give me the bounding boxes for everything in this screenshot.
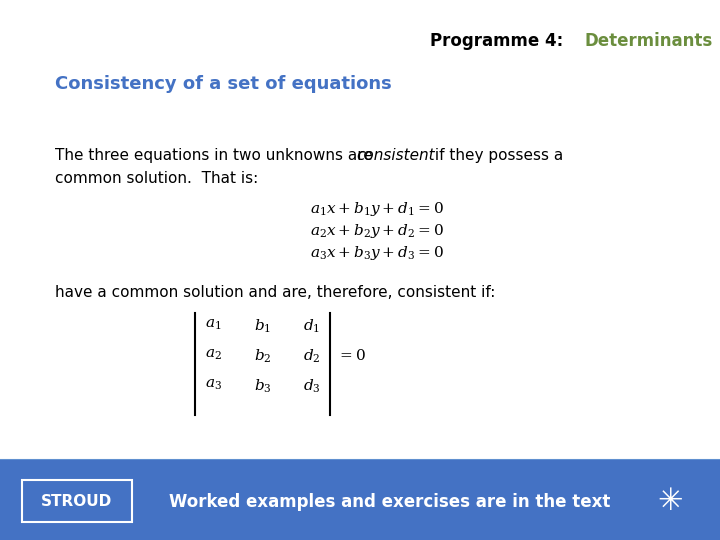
Text: The three equations in two unknowns are: The three equations in two unknowns are	[55, 148, 377, 163]
Text: Programme 4:: Programme 4:	[430, 32, 575, 50]
Bar	[0, 460, 720, 540]
Text: $b_3$: $b_3$	[254, 378, 272, 395]
Bar	[22, 480, 132, 522]
Text: $a_1x+b_1y+d_1=0$: $a_1x+b_1y+d_1=0$	[310, 200, 444, 218]
Text: Determinants: Determinants	[584, 32, 712, 50]
Text: $a_2x+b_2y+d_2=0$: $a_2x+b_2y+d_2=0$	[310, 222, 444, 240]
Text: $=0$: $=0$	[337, 348, 366, 363]
Text: $d_1$: $d_1$	[303, 318, 320, 335]
Text: $a_3x+b_3y+d_3=0$: $a_3x+b_3y+d_3=0$	[310, 244, 444, 262]
Text: Worked examples and exercises are in the text: Worked examples and exercises are in the…	[169, 493, 611, 511]
Text: ✳: ✳	[657, 488, 683, 516]
Text: consistent: consistent	[356, 148, 435, 163]
Text: Consistency of a set of equations: Consistency of a set of equations	[55, 75, 392, 93]
Text: $a_3$: $a_3$	[204, 378, 222, 393]
Text: if they possess a: if they possess a	[430, 148, 563, 163]
Text: $b_1$: $b_1$	[254, 318, 271, 335]
Text: $a_2$: $a_2$	[204, 348, 222, 362]
Text: STROUD: STROUD	[41, 495, 112, 510]
Text: $d_3$: $d_3$	[303, 378, 321, 395]
Text: common solution.  That is:: common solution. That is:	[55, 171, 258, 186]
Text: $a_1$: $a_1$	[204, 318, 221, 333]
Text: $d_2$: $d_2$	[303, 348, 320, 366]
Text: $b_2$: $b_2$	[254, 348, 271, 366]
Text: have a common solution and are, therefore, consistent if:: have a common solution and are, therefor…	[55, 285, 495, 300]
